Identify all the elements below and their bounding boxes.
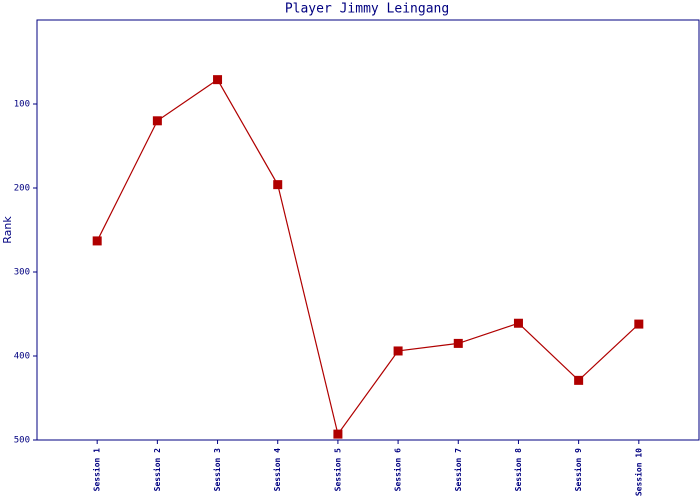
data-point <box>152 116 162 126</box>
data-point <box>634 319 644 329</box>
x-tick-label: Session 7 <box>453 448 463 492</box>
x-tick-label: Session 10 <box>633 448 643 496</box>
data-point <box>213 75 223 85</box>
y-tick-label: 400 <box>14 352 30 362</box>
y-axis-label: Rank <box>1 216 14 244</box>
data-point <box>333 429 343 439</box>
chart-title: Player Jimmy Leingang <box>285 2 449 17</box>
data-point <box>393 346 403 356</box>
x-tick-label: Session 1 <box>92 448 102 492</box>
x-tick-label: Session 2 <box>152 448 162 492</box>
x-tick-label: Session 5 <box>332 448 342 492</box>
x-tick-label: Session 9 <box>573 448 583 492</box>
data-point <box>92 236 102 246</box>
data-point <box>273 180 283 190</box>
x-tick-label: Session 4 <box>272 448 282 492</box>
x-tick-label: Session 3 <box>212 448 222 492</box>
y-tick-label: 100 <box>14 100 30 110</box>
y-tick-label: 200 <box>14 184 30 194</box>
x-tick-label: Session 8 <box>513 448 523 492</box>
data-point <box>513 318 523 328</box>
data-point <box>574 375 584 385</box>
x-tick-label: Session 6 <box>393 448 403 492</box>
y-tick-label: 500 <box>14 436 30 446</box>
data-line <box>96 78 640 436</box>
plot-frame <box>36 19 700 441</box>
data-point <box>453 338 463 348</box>
y-tick-label: 300 <box>14 268 30 278</box>
